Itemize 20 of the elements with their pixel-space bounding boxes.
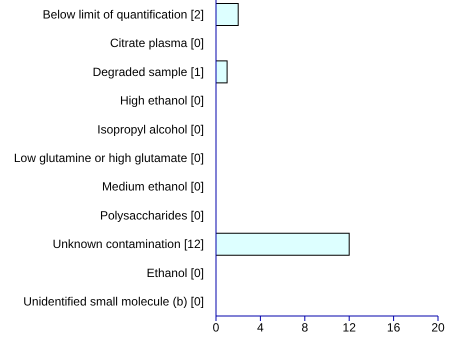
x-tick-label: 12	[342, 320, 356, 335]
y-tick-label: Low glutamine or high glutamate [0]	[14, 151, 204, 165]
y-tick-label: Degraded sample [1]	[92, 64, 204, 79]
x-tick-label: 4	[257, 320, 264, 335]
x-tick-label: 16	[386, 320, 401, 335]
y-tick-label: Below limit of quantification [2]	[42, 7, 204, 22]
y-tick-label: Citrate plasma [0]	[110, 36, 204, 50]
y-tick-label: High ethanol [0]	[120, 94, 204, 108]
y-tick-label: Medium ethanol [0]	[102, 180, 204, 194]
x-tick-label: 20	[431, 320, 445, 335]
y-tick-label: Polysaccharides [0]	[100, 208, 204, 222]
y-tick-label: Isopropyl alcohol [0]	[97, 122, 204, 136]
bar	[216, 60, 228, 84]
y-tick-label: Unknown contamination [12]	[52, 237, 204, 252]
bar	[216, 232, 350, 256]
y-tick-label: Ethanol [0]	[146, 266, 204, 280]
y-tick-label: Unidentified small molecule (b) [0]	[23, 294, 204, 309]
x-tick-label: 8	[301, 320, 308, 335]
x-tick-label: 0	[212, 320, 220, 335]
bar	[216, 2, 239, 26]
